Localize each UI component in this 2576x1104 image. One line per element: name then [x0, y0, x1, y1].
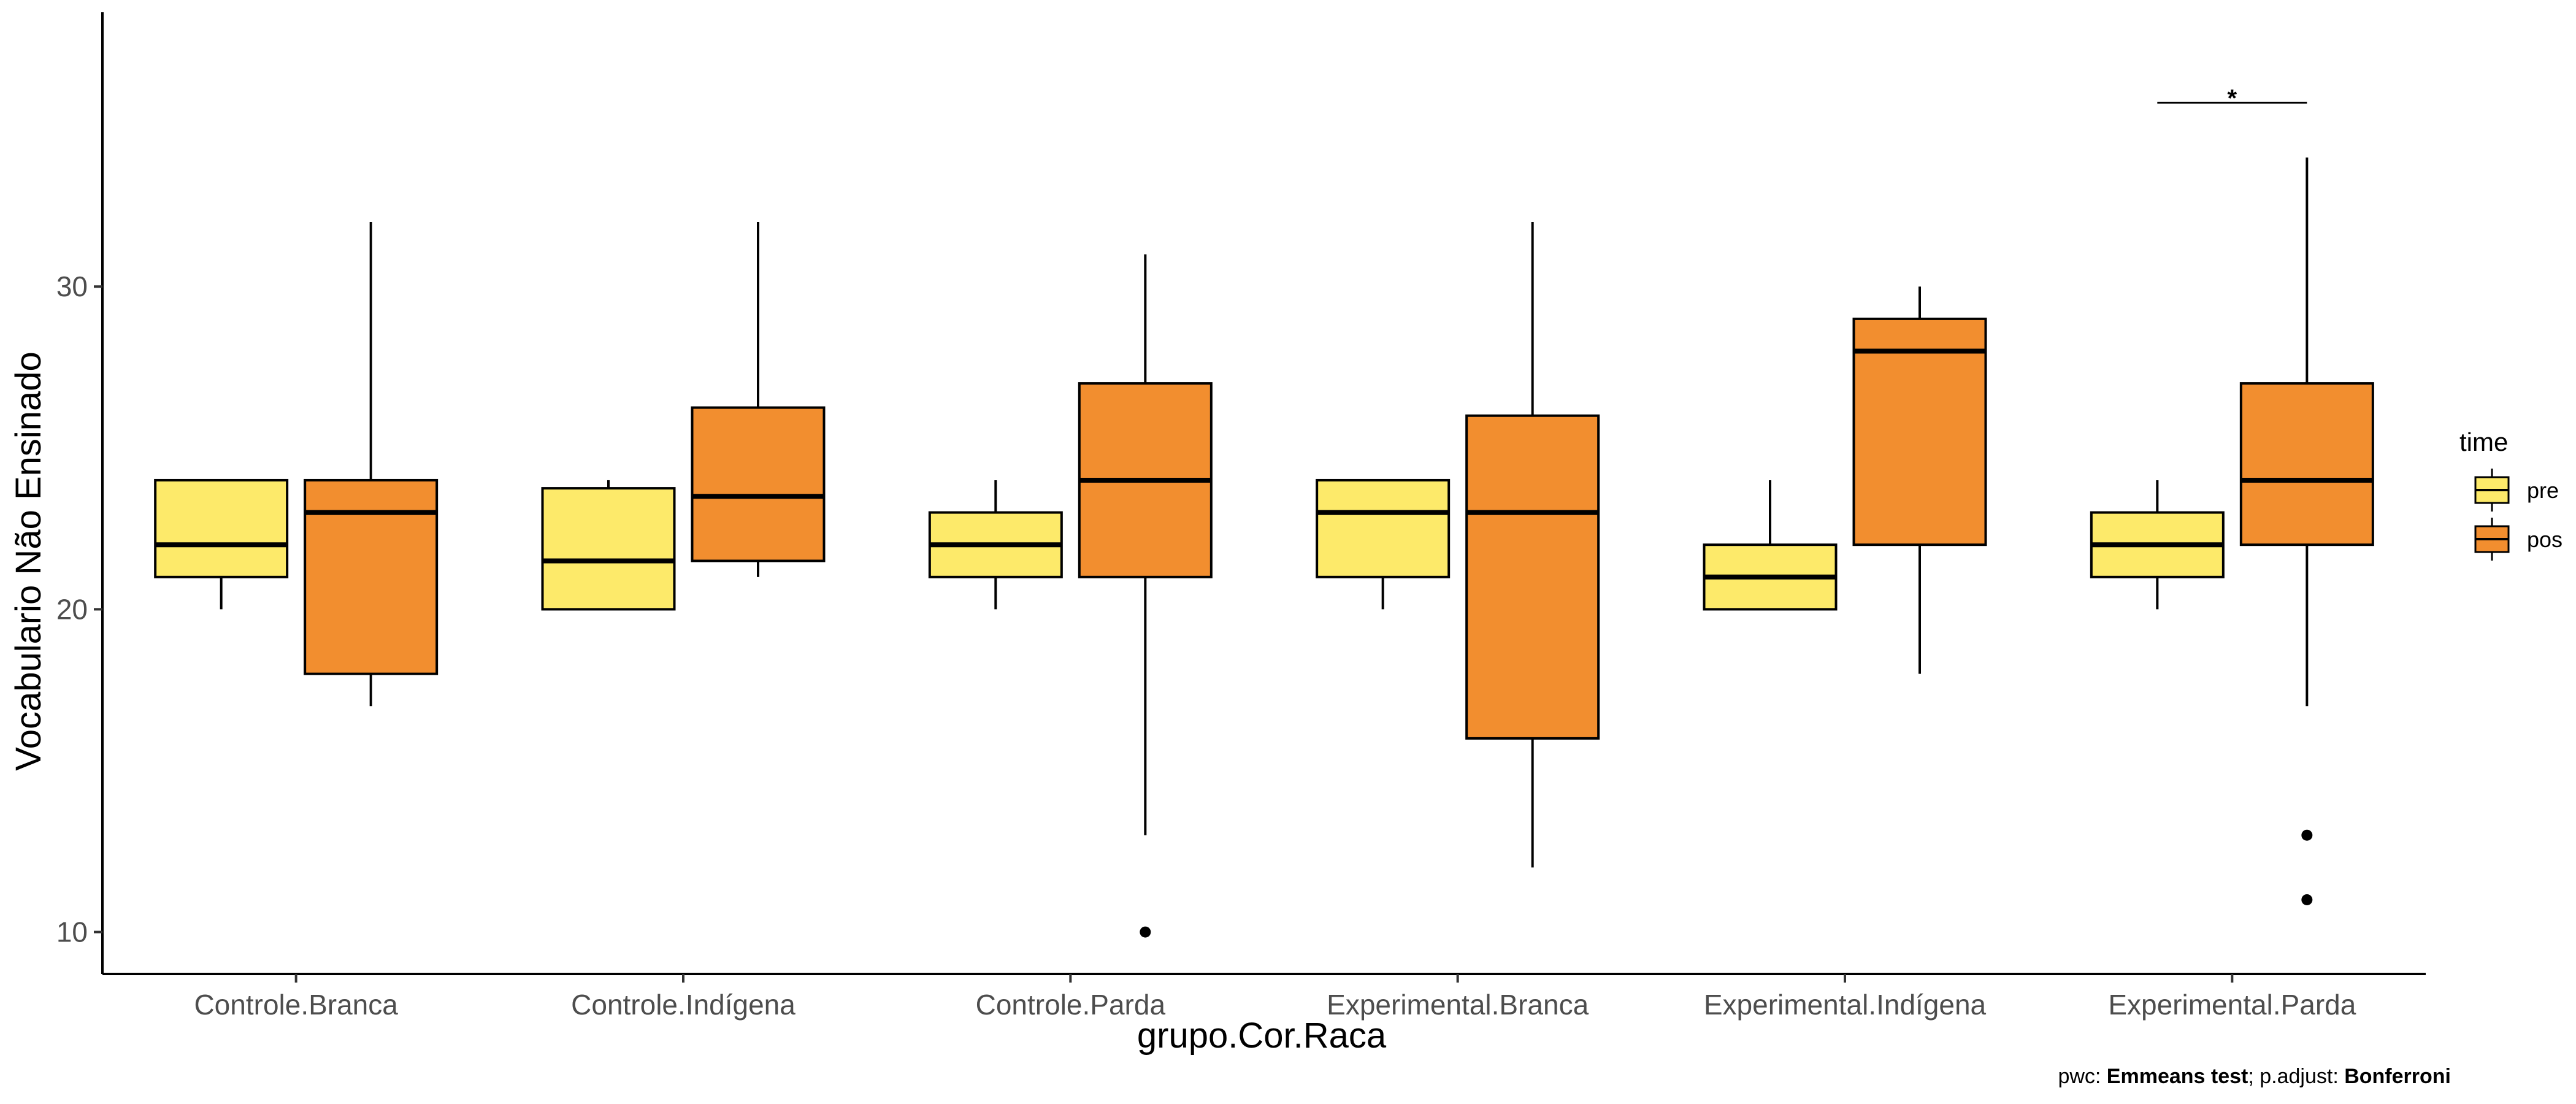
- caption-adjust: Bonferroni: [2344, 1065, 2451, 1088]
- caption-method: Emmeans test: [2106, 1065, 2248, 1088]
- box-iqr: [1465, 414, 1600, 740]
- y-tick-label: 30: [56, 270, 88, 302]
- legend-label-pos: pos: [2527, 527, 2563, 552]
- box-pre-3: [1316, 478, 1451, 610]
- box-pre-4: [1703, 480, 1838, 611]
- box-pos-5: [2239, 157, 2374, 905]
- caption: pwc: Emmeans test; p.adjust: Bonferroni: [2058, 1065, 2451, 1089]
- legend-label-pre: pre: [2527, 478, 2559, 503]
- x-tick-label: Controle.Branca: [194, 989, 398, 1021]
- box-iqr: [154, 478, 289, 578]
- x-tick-label: Controle.Parda: [976, 989, 1166, 1021]
- box-iqr: [304, 478, 439, 675]
- box-pre-5: [2090, 480, 2225, 610]
- box-iqr: [1316, 478, 1451, 578]
- box-pos-0: [304, 222, 439, 707]
- box-iqr: [1852, 317, 1987, 546]
- x-tick-label: Experimental.Indígena: [1704, 989, 1987, 1021]
- outlier-point: [1140, 926, 1151, 938]
- box-iqr: [541, 487, 676, 611]
- x-tick-label: Experimental.Branca: [1327, 989, 1589, 1021]
- x-axis-label: grupo.Cor.Raca: [1137, 1016, 1387, 1056]
- y-tick-label: 10: [56, 916, 88, 948]
- x-tick-label: Controle.Indígena: [571, 989, 795, 1021]
- box-pre-2: [928, 480, 1063, 610]
- outlier-point: [2301, 829, 2313, 841]
- box-iqr: [2239, 382, 2374, 546]
- box-pre-0: [154, 478, 289, 610]
- box-pos-1: [691, 222, 826, 577]
- plot-area: *: [154, 85, 2374, 938]
- significance-label: *: [2228, 85, 2237, 112]
- y-tick-label: 20: [56, 593, 88, 625]
- outlier-point: [2301, 894, 2313, 905]
- axes: 10 20 30 Controle.Branca Controle.Indígena Co…: [56, 12, 2426, 1021]
- legend-title: time: [2459, 427, 2508, 456]
- box-pos-4: [1852, 286, 1987, 674]
- box-pre-1: [541, 480, 676, 611]
- y-axis-label: Vocabulario Não Ensinado: [9, 351, 48, 771]
- x-tick-label: Experimental.Parda: [2108, 989, 2356, 1021]
- caption-prefix: pwc:: [2058, 1065, 2107, 1088]
- box-pos-3: [1465, 222, 1600, 868]
- box-pos-2: [1078, 254, 1213, 938]
- legend: time pre pos: [2459, 427, 2563, 561]
- caption-mid: ; p.adjust:: [2248, 1065, 2345, 1088]
- box-iqr: [691, 406, 826, 562]
